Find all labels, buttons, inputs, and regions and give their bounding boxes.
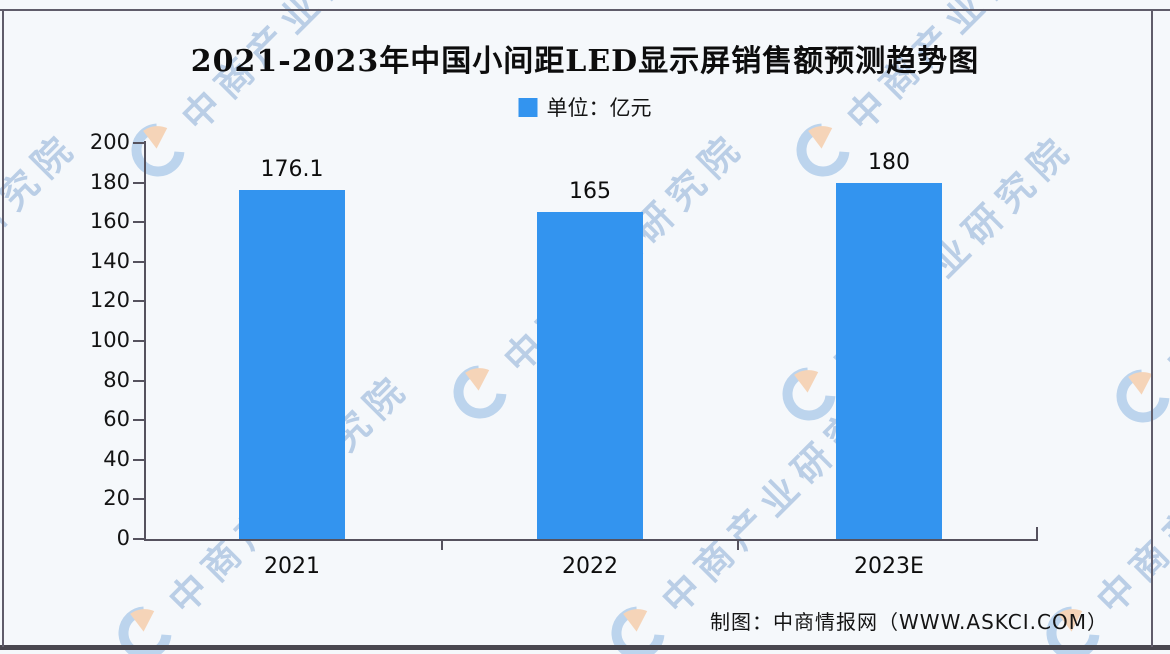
bar-2022 [537, 212, 643, 539]
x-axis-line [144, 539, 1038, 541]
y-axis-tick-label: 0 [116, 526, 130, 550]
legend-label: 单位：亿元 [546, 96, 652, 120]
y-axis-tick-label: 200 [89, 130, 130, 154]
bar-2021 [239, 190, 345, 539]
y-axis-tick-label: 140 [89, 248, 130, 273]
frame-border-bottom [0, 645, 1170, 650]
legend-swatch-icon [518, 97, 538, 117]
y-axis-tick-label: 80 [103, 367, 130, 392]
x-category-label: 2023E [854, 554, 924, 579]
y-axis-tick-label: 160 [89, 209, 130, 234]
x-axis-tick [737, 541, 739, 550]
y-axis-tick-label: 100 [89, 328, 130, 352]
y-axis-tick [133, 340, 145, 342]
y-axis-line [144, 141, 146, 541]
frame-border-left [2, 9, 4, 647]
x-axis-tick [441, 541, 443, 550]
bar-value-label: 176.1 [260, 157, 324, 183]
y-axis-tick-label: 120 [89, 288, 130, 313]
y-axis-tick [133, 300, 145, 303]
legend: 单位：亿元 [518, 92, 652, 122]
source-credit: 制图：中商情报网（WWW.ASKCI.COM） [710, 610, 1108, 634]
y-axis-tick [133, 379, 145, 382]
y-axis-tick-label: 40 [103, 446, 130, 471]
chart-title: 2021-2023年中国小间距LED显示屏销售额预测趋势图 [190, 44, 980, 79]
y-axis-tick-label: 60 [103, 407, 130, 432]
y-axis-tick [133, 538, 145, 540]
frame-border-right [1151, 9, 1153, 647]
x-axis-end-tick [1036, 527, 1038, 540]
y-axis-tick-label: 180 [89, 169, 130, 194]
y-axis-tick-label: 20 [103, 486, 130, 511]
x-category-label: 2021 [264, 554, 320, 579]
y-axis-tick [133, 260, 145, 263]
frame-border-top [0, 9, 1170, 11]
y-axis-tick [133, 221, 145, 224]
y-axis-tick [133, 498, 145, 501]
y-axis-tick [133, 181, 145, 184]
y-axis-tick [133, 142, 145, 144]
bar-2023E [836, 182, 942, 539]
y-axis-tick [133, 458, 145, 461]
bar-value-label: 165 [569, 179, 611, 205]
bar-value-label: 180 [868, 149, 910, 175]
y-axis-tick [133, 419, 145, 422]
x-category-label: 2022 [562, 554, 618, 579]
